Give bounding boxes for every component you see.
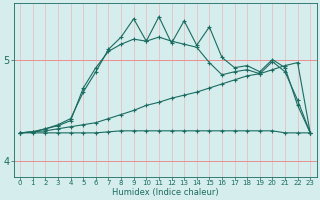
X-axis label: Humidex (Indice chaleur): Humidex (Indice chaleur) xyxy=(112,188,219,197)
